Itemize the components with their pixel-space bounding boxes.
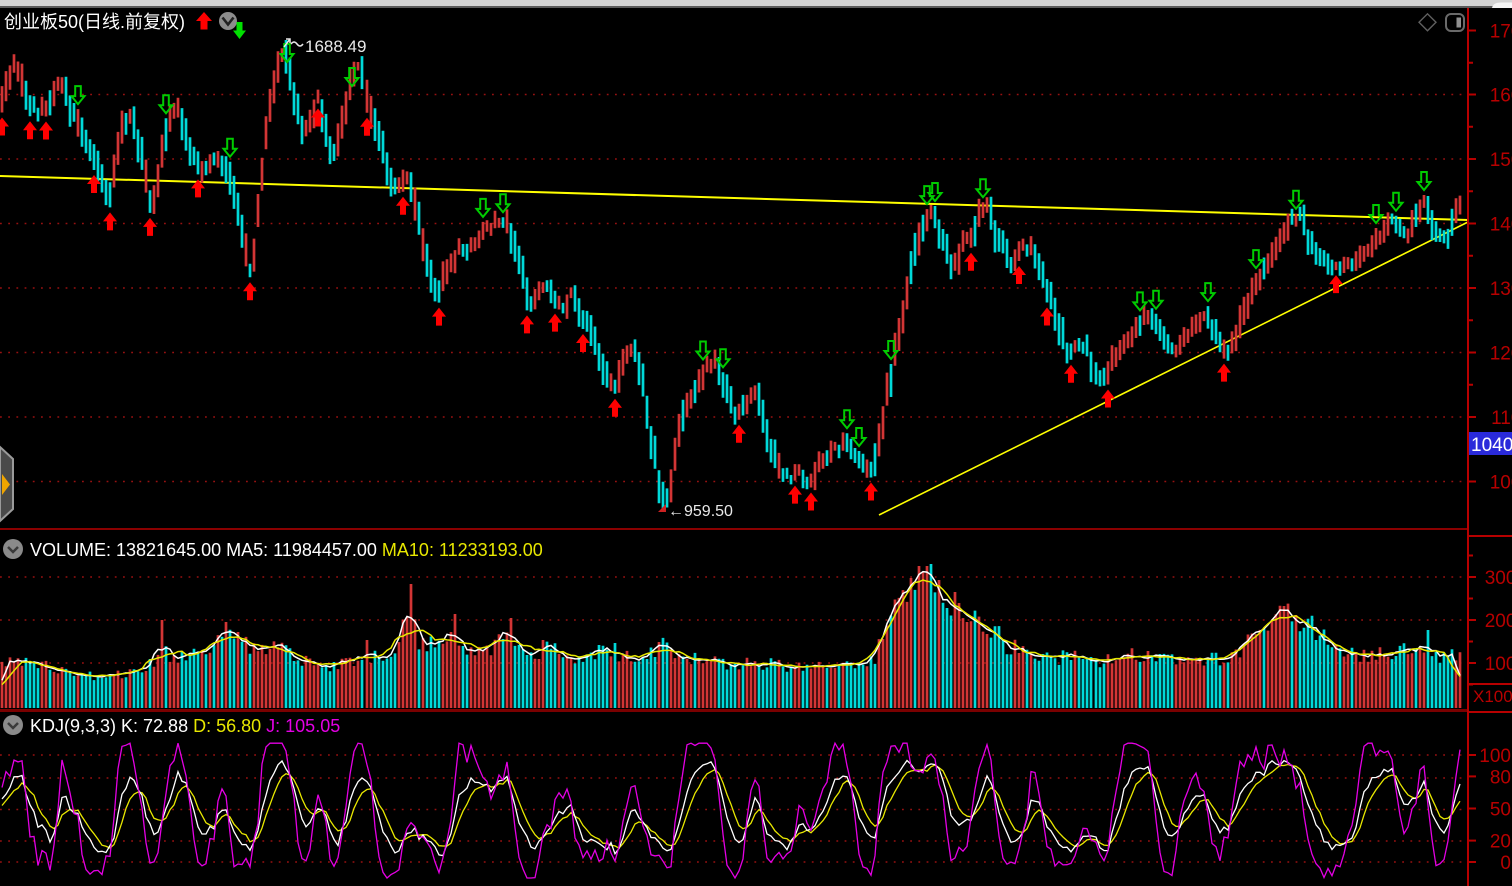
svg-text:80: 80 xyxy=(1490,767,1511,788)
svg-text:1400: 1400 xyxy=(1490,215,1512,236)
svg-text:100: 100 xyxy=(1479,746,1511,767)
svg-text:1500: 1500 xyxy=(1490,150,1512,171)
svg-text:3000: 3000 xyxy=(1485,568,1512,589)
svg-text:1040.: 1040. xyxy=(1471,435,1512,456)
svg-text:20: 20 xyxy=(1490,832,1511,853)
svg-text:1000: 1000 xyxy=(1490,473,1512,494)
svg-text:1300: 1300 xyxy=(1490,279,1512,300)
svg-text:1200: 1200 xyxy=(1490,344,1512,365)
svg-text:2000: 2000 xyxy=(1485,611,1512,632)
svg-text:KDJ(9,3,3) K: 72.88 D: 56.80: KDJ(9,3,3) K: 72.88 D: 56.80 J: 105.05 xyxy=(30,716,340,736)
svg-text:0: 0 xyxy=(1500,853,1511,874)
svg-text:VOLUME: 13821645.00 MA5: 1198: VOLUME: 13821645.00 MA5: 11984457.00 MA1… xyxy=(30,540,543,560)
svg-text:50: 50 xyxy=(1490,800,1511,821)
svg-text:X10000: X10000 xyxy=(1473,687,1512,706)
svg-text:1000: 1000 xyxy=(1485,654,1512,675)
svg-text:1688.49: 1688.49 xyxy=(305,37,366,56)
svg-text:创业板50(日线.前复权): 创业板50(日线.前复权) xyxy=(4,12,185,32)
svg-text:←959.50: ←959.50 xyxy=(668,503,733,520)
svg-text:1600: 1600 xyxy=(1490,86,1512,107)
svg-text:1700: 1700 xyxy=(1490,22,1512,43)
svg-text:1100: 1100 xyxy=(1491,408,1512,429)
